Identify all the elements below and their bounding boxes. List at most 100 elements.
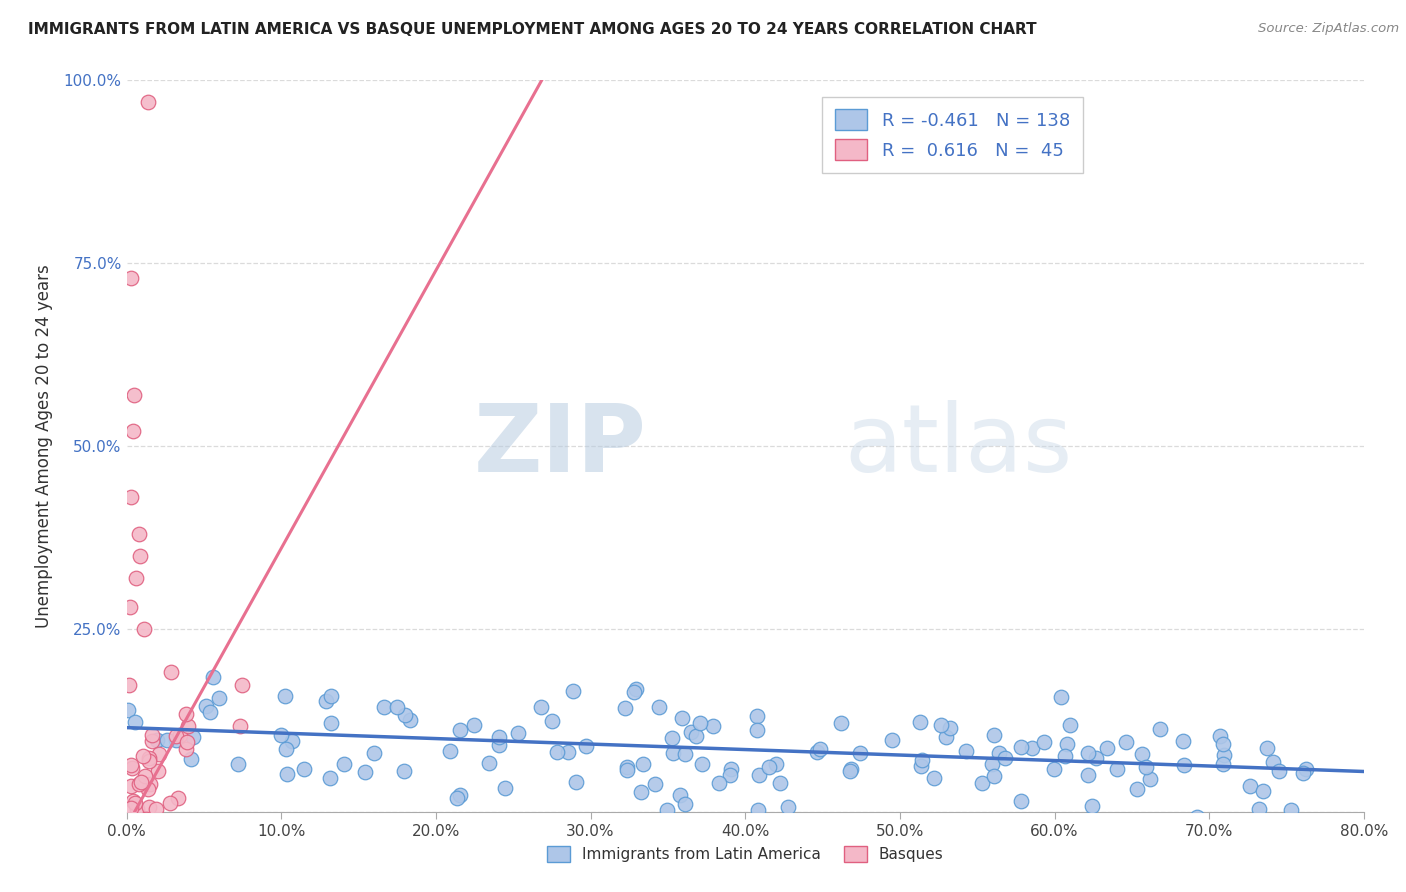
Point xyxy=(394,708,416,723)
Point xyxy=(136,782,159,797)
Point xyxy=(124,388,146,402)
Point xyxy=(385,700,408,714)
Point xyxy=(673,747,696,761)
Point xyxy=(183,730,205,744)
Point xyxy=(630,785,652,799)
Point xyxy=(669,788,692,802)
Point xyxy=(120,801,142,815)
Point xyxy=(745,723,768,738)
Point xyxy=(138,800,160,814)
Point xyxy=(1279,803,1302,817)
Point xyxy=(1054,749,1077,764)
Point xyxy=(1107,762,1129,776)
Point xyxy=(747,708,769,723)
Point xyxy=(207,691,229,706)
Point xyxy=(1076,814,1098,828)
Point xyxy=(747,803,769,817)
Point xyxy=(575,739,598,754)
Point xyxy=(839,762,862,776)
Point xyxy=(1295,762,1317,776)
Point xyxy=(707,776,730,790)
Point xyxy=(758,759,780,773)
Point xyxy=(1021,741,1043,756)
Point xyxy=(655,803,678,817)
Point xyxy=(911,753,934,767)
Point xyxy=(848,746,870,760)
Point xyxy=(1251,783,1274,797)
Point xyxy=(319,715,342,730)
Point xyxy=(1059,718,1081,732)
Text: atlas: atlas xyxy=(844,400,1073,492)
Point xyxy=(1033,735,1056,749)
Point xyxy=(1115,735,1137,749)
Point xyxy=(1149,722,1171,736)
Point xyxy=(165,733,187,747)
Legend: Immigrants from Latin America, Basques: Immigrants from Latin America, Basques xyxy=(538,838,952,870)
Point xyxy=(180,752,202,766)
Point xyxy=(1212,756,1234,771)
Point xyxy=(120,490,142,504)
Point xyxy=(1139,772,1161,786)
Point xyxy=(623,685,645,699)
Point xyxy=(319,689,342,703)
Point xyxy=(808,742,831,756)
Point xyxy=(134,769,156,783)
Point xyxy=(1085,751,1108,765)
Text: Source: ZipAtlas.com: Source: ZipAtlas.com xyxy=(1258,22,1399,36)
Point xyxy=(1268,764,1291,779)
Point xyxy=(1077,768,1099,782)
Point xyxy=(132,622,155,636)
Point xyxy=(121,794,143,808)
Point xyxy=(121,761,143,775)
Point xyxy=(1209,729,1232,743)
Point xyxy=(616,760,638,774)
Point xyxy=(562,683,585,698)
Point xyxy=(125,571,148,585)
Point xyxy=(280,734,302,748)
Point xyxy=(141,826,163,840)
Point xyxy=(778,800,800,814)
Point xyxy=(1185,810,1208,824)
Point xyxy=(935,730,957,744)
Text: IMMIGRANTS FROM LATIN AMERICA VS BASQUE UNEMPLOYMENT AMONG AGES 20 TO 24 YEARS C: IMMIGRANTS FROM LATIN AMERICA VS BASQUE … xyxy=(28,22,1036,37)
Point xyxy=(685,729,707,743)
Point xyxy=(174,706,197,721)
Point xyxy=(276,742,298,756)
Point xyxy=(159,665,181,679)
Point xyxy=(530,700,553,714)
Point xyxy=(1081,799,1104,814)
Point xyxy=(120,779,142,793)
Point xyxy=(128,526,150,541)
Point xyxy=(613,701,636,715)
Point xyxy=(439,744,461,758)
Point xyxy=(318,771,340,785)
Point xyxy=(174,742,197,756)
Point xyxy=(644,777,666,791)
Point xyxy=(353,765,375,780)
Point xyxy=(1095,740,1118,755)
Point xyxy=(908,715,931,730)
Point xyxy=(631,756,654,771)
Point xyxy=(1050,690,1073,705)
Point xyxy=(541,714,564,729)
Point xyxy=(159,796,181,810)
Point xyxy=(910,758,932,772)
Point xyxy=(131,749,153,764)
Point xyxy=(1249,802,1271,816)
Point xyxy=(124,715,146,730)
Point xyxy=(673,797,696,812)
Point xyxy=(128,777,150,791)
Point xyxy=(1011,794,1033,808)
Point xyxy=(202,670,225,684)
Point xyxy=(720,762,742,776)
Point xyxy=(748,768,770,782)
Point xyxy=(648,700,671,714)
Point xyxy=(117,678,139,692)
Point xyxy=(226,757,249,772)
Point xyxy=(983,728,1005,742)
Point xyxy=(141,734,163,748)
Point xyxy=(488,730,510,744)
Point xyxy=(922,771,945,785)
Point xyxy=(276,767,298,781)
Point xyxy=(449,788,471,802)
